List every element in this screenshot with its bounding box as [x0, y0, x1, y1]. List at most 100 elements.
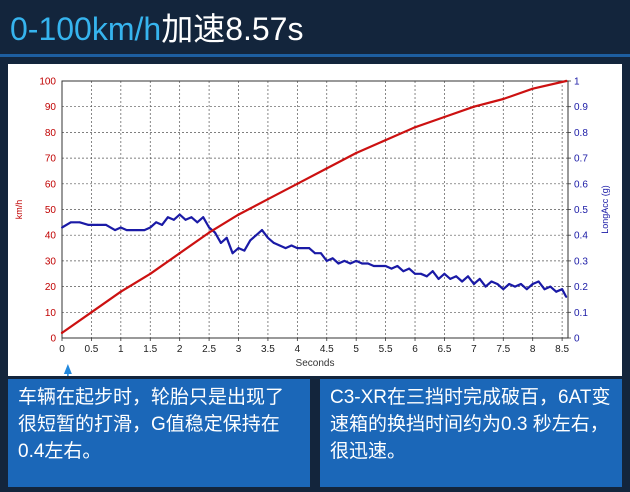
speed-point [207, 231, 211, 234]
x-tick-label: 7.5 [496, 344, 510, 355]
longacc-point [266, 236, 269, 239]
x-tick-label: 0.5 [84, 344, 98, 355]
longacc-point [69, 221, 72, 224]
longacc-point [565, 295, 568, 298]
longacc-point [514, 285, 517, 288]
longacc-point [190, 216, 193, 219]
left-tick-label: 80 [45, 128, 57, 139]
caption-right-text: C3-XR在三挡时完成破百，6AT变速箱的换挡时间约为0.3 秒左右，很迅速。 [330, 387, 611, 462]
left-tick-label: 70 [45, 154, 57, 165]
speed-point [354, 151, 358, 155]
series-speed-line [61, 79, 567, 334]
longacc-point [561, 288, 564, 291]
longacc-point [508, 283, 511, 286]
longacc-point [319, 252, 322, 255]
speed-point [119, 290, 123, 293]
longacc-point [149, 226, 152, 229]
longacc-point [431, 270, 434, 273]
speed-point [443, 115, 446, 119]
longacc-point [414, 272, 417, 275]
longacc-point [143, 229, 146, 232]
right-tick-label: 0.1 [574, 308, 588, 319]
longacc-point [78, 221, 81, 224]
longacc-point [184, 218, 187, 221]
speed-point [266, 198, 270, 201]
longacc-point [337, 262, 340, 265]
longacc-point [443, 272, 446, 275]
chart-panel [8, 64, 622, 376]
longacc-point [166, 216, 169, 219]
speed-point [90, 311, 93, 314]
x-tick-label: 4.5 [320, 344, 334, 355]
longacc-point [425, 275, 428, 278]
longacc-point [355, 259, 358, 262]
right-tick-label: 0.2 [574, 282, 588, 293]
speed-point [60, 331, 64, 335]
longacc-point [172, 218, 175, 221]
right-tick-label: 1 [574, 77, 580, 88]
right-tick-label: 0.8 [574, 128, 588, 139]
longacc-point [555, 290, 558, 293]
acceleration-chart: 0 0.5 1 1.5 2 2.5 3 3.5 4 4.5 5 5.5 6 6.5 7 7.5 8 8.5 010… [14, 77, 610, 376]
left-tick-label: 30 [45, 256, 57, 267]
right-tick-label: 0.4 [574, 231, 588, 242]
right-axis-label: LongAcc (g) [600, 185, 610, 234]
longacc-point [384, 265, 387, 268]
longacc-point [249, 239, 252, 242]
right-tick-label: 0 [574, 334, 580, 345]
longacc-point [549, 285, 552, 288]
caption-left-text: 车辆在起步时，轮胎只是出现了很短暂的打滑，G值稳定保持在0.4左右。 [18, 387, 285, 462]
longacc-point [255, 234, 258, 237]
longacc-point [261, 229, 264, 232]
page-title: 0-100km/h加速8.57s [10, 6, 303, 52]
right-tick-label: 0.9 [574, 102, 588, 113]
right-tick-label: 0.6 [574, 179, 588, 190]
longacc-point [208, 226, 211, 229]
x-tick-label: 1 [118, 344, 124, 355]
longacc-point [472, 283, 475, 286]
speed-point [413, 126, 417, 129]
longacc-point [196, 221, 199, 224]
right-axis-ticks: 0 0.1 0.2 0.3 0.4 0.5 0.6 0.7 0.8 0.9 1 [568, 77, 588, 345]
longacc-point [302, 247, 305, 250]
left-tick-label: 40 [45, 231, 57, 242]
longacc-point [178, 213, 181, 216]
longacc-point [519, 283, 522, 286]
longacc-point [231, 252, 234, 255]
longacc-point [219, 241, 222, 244]
right-tick-label: 0.5 [574, 205, 588, 216]
left-tick-label: 20 [45, 282, 57, 293]
longacc-point [396, 265, 399, 268]
x-tick-label: 8.5 [555, 344, 569, 355]
longacc-point [61, 226, 63, 229]
speed-point [178, 251, 181, 255]
longacc-point [478, 277, 481, 280]
left-axis-ticks: 0 10 20 30 40 50 60 70 80 90 100 [39, 77, 56, 345]
right-tick-label: 0.3 [574, 256, 588, 267]
x-tick-label: 4 [295, 344, 301, 355]
x-tick-label: 5.5 [379, 344, 393, 355]
longacc-point [466, 275, 469, 278]
x-tick-label: 0 [59, 344, 65, 355]
longacc-point [408, 267, 411, 270]
longacc-point [202, 216, 205, 219]
longacc-point [161, 223, 164, 226]
longacc-point [349, 262, 352, 265]
speed-point [384, 138, 387, 142]
x-tick-label: 5 [353, 344, 359, 355]
longacc-point [496, 283, 499, 286]
speed-point [472, 105, 476, 108]
longacc-point [437, 277, 440, 280]
right-tick-label: 0.7 [574, 154, 588, 165]
longacc-point [105, 223, 108, 226]
speed-point [565, 79, 568, 83]
speed-point [237, 213, 240, 216]
longacc-point [402, 270, 405, 273]
caption-box-left: 车辆在起步时，轮胎只是出现了很短暂的打滑，G值稳定保持在0.4左右。 [8, 379, 310, 487]
longacc-point [113, 229, 116, 232]
longacc-point [461, 280, 464, 283]
longacc-point [213, 231, 216, 234]
longacc-point [537, 280, 540, 283]
longacc-point [325, 259, 328, 262]
